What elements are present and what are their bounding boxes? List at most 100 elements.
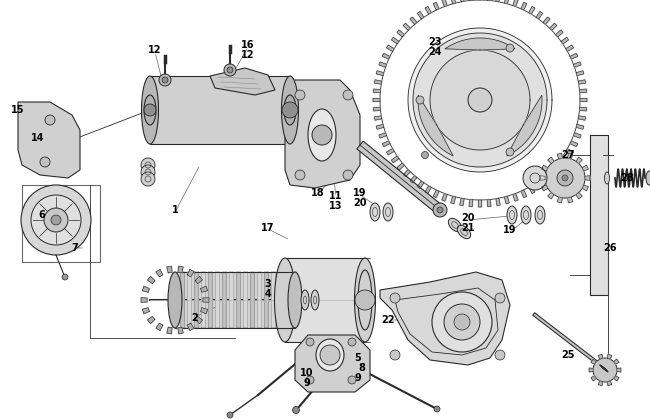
Circle shape	[141, 172, 155, 186]
Polygon shape	[201, 286, 208, 292]
Polygon shape	[357, 141, 443, 214]
Polygon shape	[285, 258, 365, 342]
Polygon shape	[195, 277, 203, 284]
Polygon shape	[379, 62, 387, 67]
Circle shape	[295, 170, 305, 180]
Polygon shape	[408, 28, 552, 172]
Polygon shape	[573, 62, 581, 67]
Circle shape	[282, 102, 298, 118]
Polygon shape	[373, 98, 380, 102]
Polygon shape	[550, 23, 557, 30]
Polygon shape	[391, 37, 399, 44]
Circle shape	[144, 104, 156, 116]
Polygon shape	[450, 196, 456, 204]
Circle shape	[162, 77, 168, 83]
Polygon shape	[557, 153, 562, 159]
Text: 6: 6	[38, 210, 46, 220]
Polygon shape	[187, 272, 192, 328]
Polygon shape	[374, 80, 382, 84]
Polygon shape	[203, 297, 209, 303]
Circle shape	[45, 115, 55, 125]
Text: 1: 1	[172, 205, 178, 215]
Text: 19: 19	[353, 188, 367, 198]
Text: 22: 22	[382, 315, 395, 325]
Polygon shape	[573, 133, 581, 138]
Polygon shape	[387, 149, 394, 155]
Text: 28: 28	[620, 173, 634, 183]
Polygon shape	[222, 272, 227, 328]
Polygon shape	[382, 141, 390, 147]
Polygon shape	[397, 30, 404, 37]
Polygon shape	[513, 0, 518, 7]
Ellipse shape	[458, 225, 471, 239]
Ellipse shape	[288, 272, 302, 328]
Polygon shape	[382, 53, 390, 59]
Circle shape	[312, 125, 332, 145]
Polygon shape	[194, 272, 199, 328]
Polygon shape	[195, 316, 203, 323]
Text: 24: 24	[428, 47, 442, 57]
Polygon shape	[521, 190, 526, 198]
Polygon shape	[376, 124, 384, 129]
Circle shape	[306, 338, 314, 346]
Text: 5: 5	[355, 353, 361, 363]
Ellipse shape	[358, 270, 372, 330]
Text: 9: 9	[304, 378, 311, 388]
Text: 7: 7	[72, 243, 79, 253]
Polygon shape	[521, 3, 526, 10]
Polygon shape	[607, 381, 612, 386]
Polygon shape	[598, 381, 603, 386]
Polygon shape	[561, 37, 569, 44]
Polygon shape	[570, 53, 578, 59]
Circle shape	[348, 338, 356, 346]
Circle shape	[390, 350, 400, 360]
Circle shape	[306, 376, 314, 384]
Circle shape	[44, 208, 68, 232]
Polygon shape	[550, 170, 557, 177]
Circle shape	[227, 67, 233, 73]
Polygon shape	[380, 272, 510, 365]
Circle shape	[390, 293, 400, 303]
Circle shape	[444, 304, 480, 340]
Circle shape	[31, 195, 81, 245]
Ellipse shape	[144, 95, 156, 125]
Ellipse shape	[354, 258, 376, 342]
Text: 8: 8	[359, 363, 365, 373]
Circle shape	[141, 165, 155, 179]
Polygon shape	[504, 0, 509, 4]
Polygon shape	[236, 272, 241, 328]
Polygon shape	[561, 156, 569, 163]
Polygon shape	[187, 269, 194, 277]
Polygon shape	[167, 266, 172, 273]
Text: 3: 3	[265, 279, 272, 289]
Polygon shape	[566, 45, 573, 52]
Polygon shape	[156, 323, 162, 331]
Polygon shape	[141, 297, 147, 303]
Text: 17: 17	[261, 223, 275, 233]
Polygon shape	[582, 165, 588, 171]
Polygon shape	[387, 45, 394, 52]
Polygon shape	[215, 272, 220, 328]
Ellipse shape	[311, 290, 319, 310]
Circle shape	[562, 175, 568, 181]
Polygon shape	[264, 272, 269, 328]
Polygon shape	[548, 157, 554, 163]
Circle shape	[295, 90, 305, 100]
Ellipse shape	[142, 76, 159, 144]
Circle shape	[454, 314, 470, 330]
Circle shape	[495, 350, 505, 360]
Polygon shape	[425, 186, 432, 194]
Polygon shape	[607, 354, 612, 359]
Circle shape	[355, 290, 375, 310]
Polygon shape	[590, 135, 608, 295]
Circle shape	[62, 274, 68, 280]
Circle shape	[495, 293, 505, 303]
Polygon shape	[148, 277, 155, 284]
Text: 25: 25	[561, 350, 575, 360]
Text: 18: 18	[311, 188, 325, 198]
Polygon shape	[417, 181, 424, 189]
Text: 2: 2	[192, 313, 198, 323]
Circle shape	[523, 166, 547, 190]
Polygon shape	[576, 124, 584, 129]
Ellipse shape	[448, 218, 461, 232]
